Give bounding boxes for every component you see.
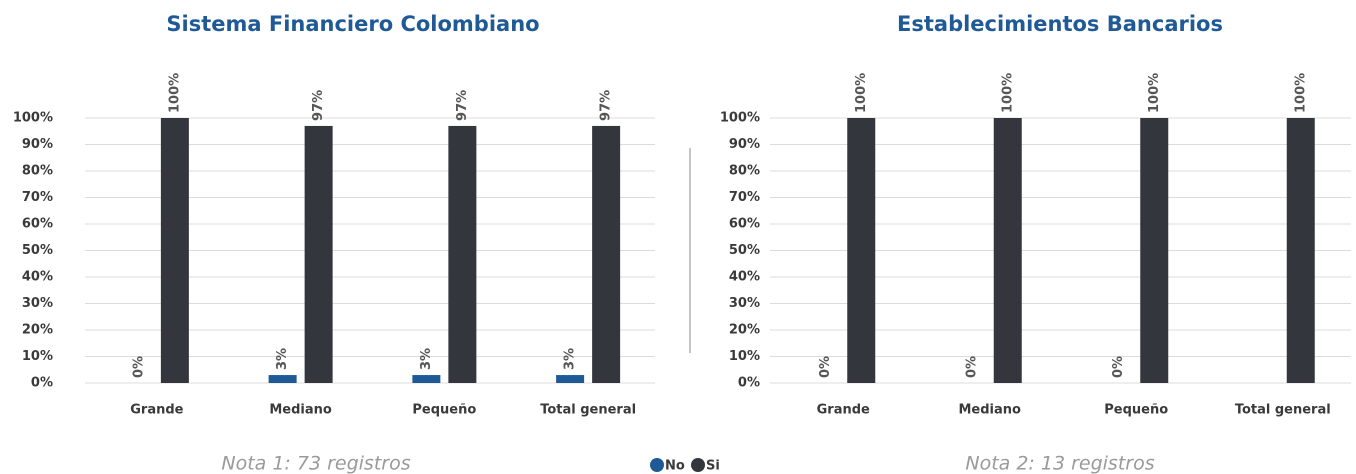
y-tick-label: 30% [22,296,53,311]
x-tick-label: Mediano [959,403,1022,418]
y-tick-label: 50% [729,243,760,258]
bar [556,375,585,383]
data-label: 3% [275,348,290,370]
bar [448,125,477,383]
y-tick-label: 90% [22,137,53,152]
y-tick-label: 80% [22,164,53,179]
note: Nota 1: 73 registros [221,453,410,474]
bar [1286,118,1315,383]
y-tick-label: 10% [729,349,760,364]
data-label: 0% [818,356,833,378]
y-tick-label: 80% [729,164,760,179]
x-tick-label: Grande [130,403,183,418]
bar [304,125,333,383]
y-tick-label: 100% [13,111,53,126]
legend-label: No [665,459,685,474]
legend-marker [650,458,664,472]
x-tick-label: Mediano [269,403,332,418]
bar [268,375,297,383]
bar [847,118,876,383]
bar [592,125,621,383]
data-label: 3% [419,348,434,370]
y-tick-label: 0% [738,376,760,391]
data-label: 100% [1147,73,1162,113]
bar [1140,118,1169,383]
chart-title: Sistema Financiero Colombiano [166,12,539,36]
x-tick-label: Total general [540,403,636,418]
y-tick-label: 50% [22,243,53,258]
y-tick-label: 60% [22,217,53,232]
x-tick-label: Grande [817,403,870,418]
data-label: 100% [854,73,869,113]
bar [412,375,441,383]
data-label: 100% [167,73,182,113]
y-tick-label: 40% [729,270,760,285]
data-label: 0% [964,356,979,378]
bar [160,118,189,383]
x-tick-label: Total general [1235,403,1331,418]
data-label: 97% [599,90,614,121]
data-label: 97% [311,90,326,121]
y-tick-label: 70% [729,190,760,205]
y-tick-label: 20% [729,323,760,338]
y-tick-label: 60% [729,217,760,232]
bar [993,118,1022,383]
y-tick-label: 40% [22,270,53,285]
y-tick-label: 90% [729,137,760,152]
data-label: 97% [455,90,470,121]
y-tick-label: 30% [729,296,760,311]
x-tick-label: Pequeño [1104,403,1168,418]
note: Nota 2: 13 registros [965,453,1154,474]
data-label: 0% [1111,356,1126,378]
y-tick-label: 0% [31,376,53,391]
data-label: 0% [131,356,146,378]
legend-label: Si [706,459,720,474]
y-tick-label: 10% [22,349,53,364]
data-label: 100% [1293,73,1308,113]
y-tick-label: 70% [22,190,53,205]
x-tick-label: Pequeño [412,403,476,418]
y-tick-label: 100% [720,111,760,126]
data-label: 3% [563,348,578,370]
legend-marker [691,458,705,472]
chart-title: Establecimientos Bancarios [897,12,1223,36]
data-label: 100% [1000,73,1015,113]
y-tick-label: 20% [22,323,53,338]
